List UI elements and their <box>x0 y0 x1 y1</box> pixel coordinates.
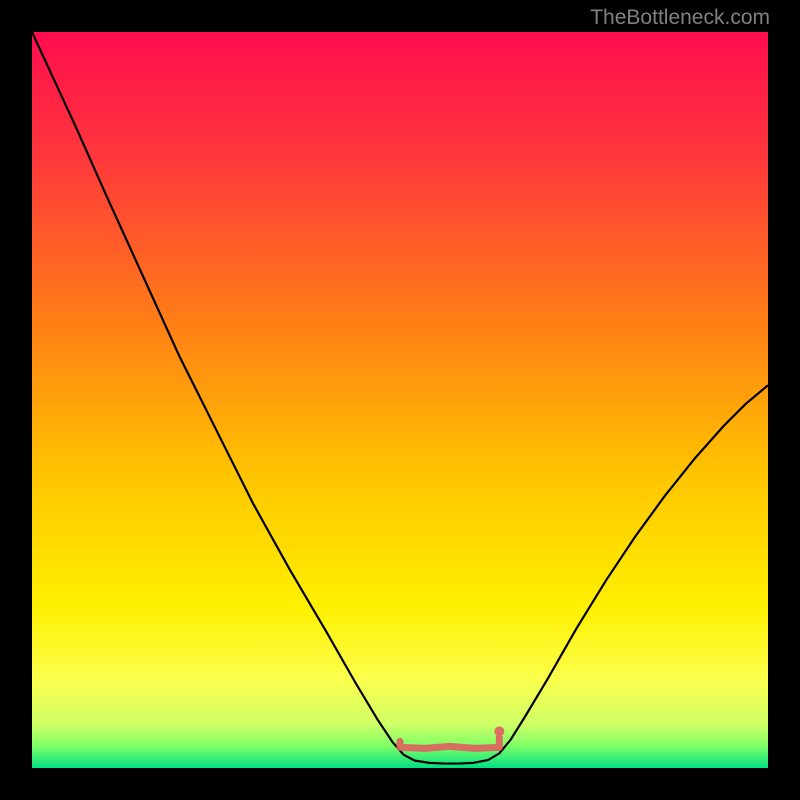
watermark-text: TheBottleneck.com <box>590 6 770 30</box>
bottleneck-chart: TheBottleneck.com <box>0 0 800 800</box>
chart-svg <box>0 0 800 800</box>
